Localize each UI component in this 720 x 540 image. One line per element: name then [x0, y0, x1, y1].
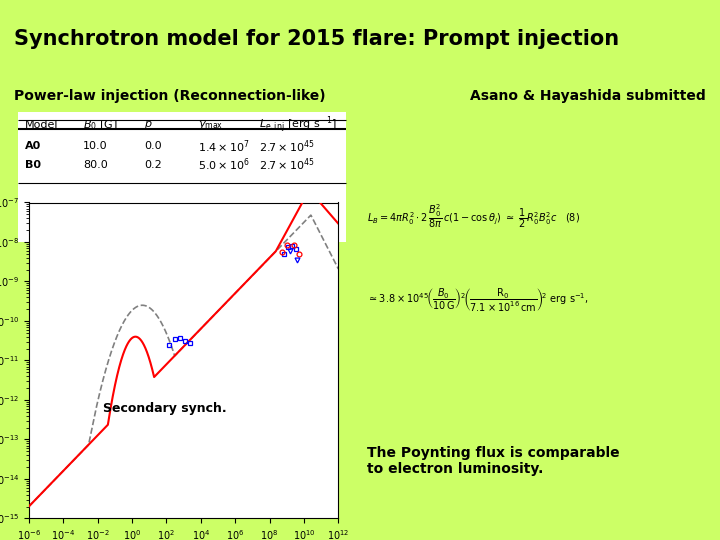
Text: Model: Model — [25, 120, 59, 130]
Text: B0: B0 — [25, 160, 41, 170]
Text: Power-law injection (Reconnection-like): Power-law injection (Reconnection-like) — [14, 89, 326, 103]
Text: $p$: $p$ — [144, 119, 153, 131]
Text: The Poynting flux is comparable
to electron luminosity.: The Poynting flux is comparable to elect… — [367, 446, 620, 476]
Text: Secondary synch.: Secondary synch. — [103, 402, 226, 415]
Text: A0: A0 — [25, 141, 42, 151]
Text: 0.0: 0.0 — [144, 141, 161, 151]
Text: $\simeq 3.8\times10^{45}\!\left(\dfrac{B_0}{10\,\rm G}\right)^{\!2}\!\left(\dfra: $\simeq 3.8\times10^{45}\!\left(\dfrac{B… — [367, 286, 589, 313]
Text: $1.4\times10^{7}$: $1.4\times10^{7}$ — [198, 138, 250, 154]
Text: $L_B = 4\pi R_0^2\cdot 2\,\dfrac{B_0^2}{8\pi}\,c(1-\cos\theta_j)\ \simeq\ \dfrac: $L_B = 4\pi R_0^2\cdot 2\,\dfrac{B_0^2}{… — [367, 202, 580, 230]
Text: $5.0\times10^{6}$: $5.0\times10^{6}$ — [198, 157, 250, 173]
Text: $\gamma_{\rm max}$: $\gamma_{\rm max}$ — [198, 119, 223, 131]
Text: $2.7\times10^{45}$: $2.7\times10^{45}$ — [259, 138, 315, 154]
Text: Synchrotron model for 2015 flare: Prompt injection: Synchrotron model for 2015 flare: Prompt… — [14, 29, 619, 49]
Text: 10.0: 10.0 — [83, 141, 107, 151]
Text: $L_{\rm e,inj}\ [\rm erg\ s^{-1}]$: $L_{\rm e,inj}\ [\rm erg\ s^{-1}]$ — [259, 114, 337, 135]
Text: 0.2: 0.2 — [144, 160, 162, 170]
FancyBboxPatch shape — [18, 112, 346, 242]
Text: Asano & Hayashida submitted: Asano & Hayashida submitted — [470, 89, 706, 103]
Text: $B_0\ [\rm G]$: $B_0\ [\rm G]$ — [83, 118, 117, 132]
Text: $2.7\times10^{45}$: $2.7\times10^{45}$ — [259, 157, 315, 173]
Text: 80.0: 80.0 — [83, 160, 107, 170]
